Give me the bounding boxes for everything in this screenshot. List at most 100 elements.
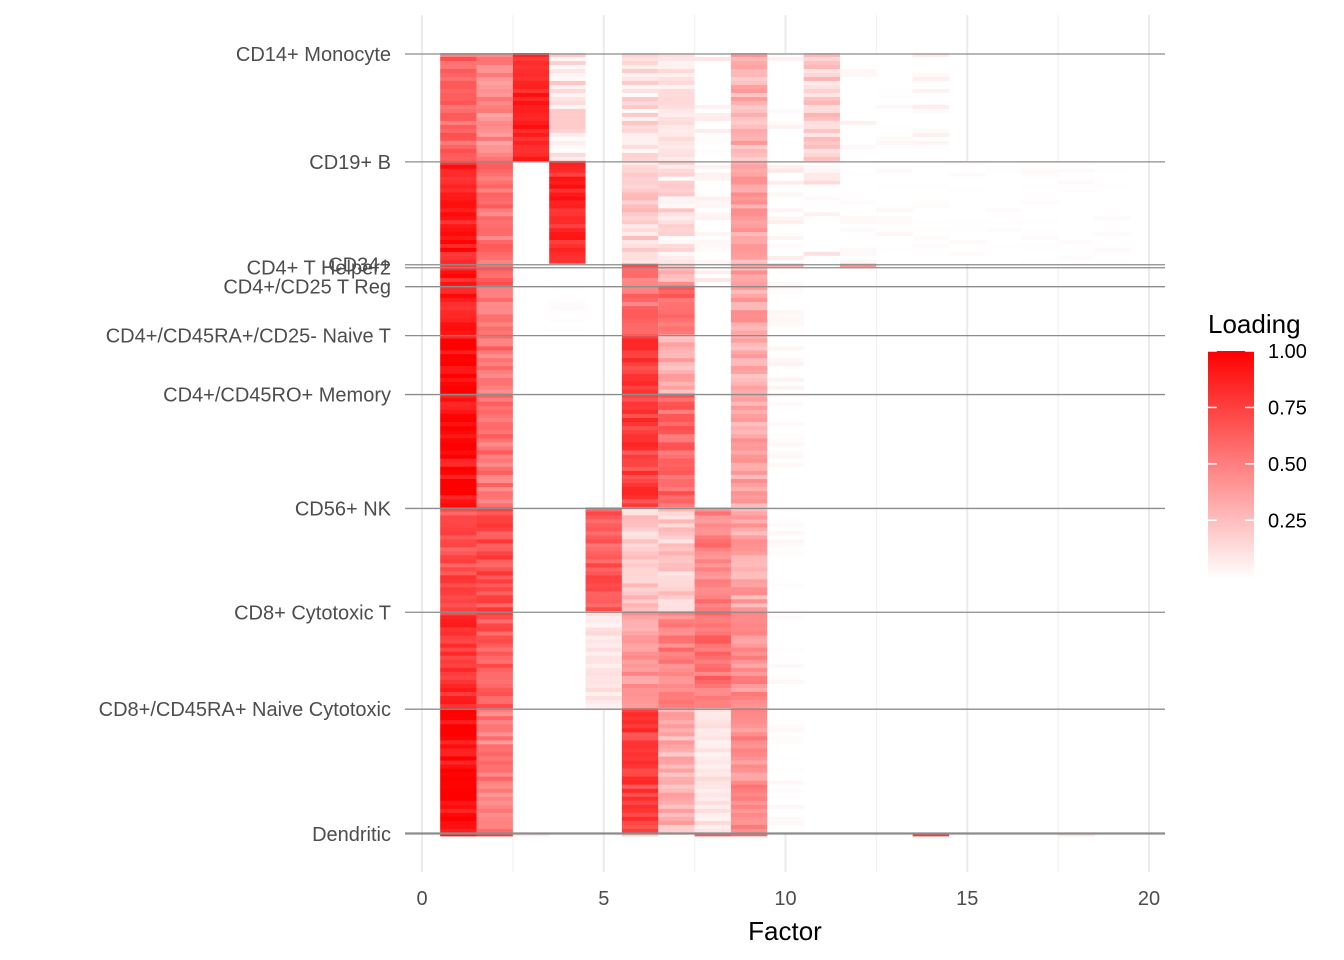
heatmap-tile — [549, 507, 585, 611]
heatmap-tile — [730, 760, 768, 765]
heatmap-tile — [658, 663, 695, 669]
heatmap-tile — [730, 266, 768, 271]
heatmap-tile — [621, 180, 659, 186]
heatmap-tile — [730, 728, 768, 733]
heatmap-tile — [1058, 833, 1095, 837]
heatmap-tile — [440, 144, 477, 150]
heatmap-tile — [476, 236, 513, 241]
heatmap-tile — [658, 289, 695, 295]
heatmap-tile — [658, 128, 695, 134]
heatmap-tile — [440, 255, 477, 261]
heatmap-tile — [767, 495, 804, 500]
heatmap-tile — [912, 108, 950, 114]
heatmap-tile — [694, 53, 731, 58]
heatmap-tile — [1058, 208, 1095, 213]
heatmap-tile — [913, 611, 949, 708]
heatmap-tile — [476, 270, 513, 275]
heatmap-tile — [658, 208, 695, 213]
heatmap-tile — [549, 216, 586, 221]
heatmap-tile — [621, 270, 659, 275]
heatmap-tile — [694, 760, 731, 765]
heatmap-tile — [767, 599, 804, 604]
heatmap-tile — [912, 104, 950, 110]
heatmap-tile — [476, 724, 513, 729]
heatmap-tile — [767, 487, 804, 492]
heatmap-tile — [803, 228, 841, 233]
heatmap-tile — [767, 511, 804, 516]
heatmap-tile — [912, 196, 950, 201]
heatmap-tile — [621, 740, 659, 745]
heatmap-tile — [803, 833, 841, 837]
heatmap-tile — [476, 655, 513, 661]
heatmap-tile — [476, 784, 513, 790]
x-axis-title: Factor — [748, 916, 822, 946]
heatmap-tile — [440, 635, 477, 640]
heatmap-tile — [512, 72, 550, 78]
heatmap-tile — [621, 366, 659, 371]
heatmap-tile — [440, 607, 477, 612]
heatmap-tile — [730, 539, 768, 544]
heatmap-tile — [767, 563, 804, 568]
heatmap-tile — [803, 156, 841, 162]
heatmap-tile — [730, 603, 768, 608]
heatmap-tile — [621, 808, 659, 814]
heatmap-tile — [476, 692, 513, 697]
group-separator-lines — [405, 53, 1165, 835]
heatmap-tile — [512, 136, 550, 142]
heatmap-tile — [440, 438, 477, 443]
heatmap-tile — [440, 397, 477, 403]
heatmap-tile — [803, 251, 841, 257]
heatmap-tile — [440, 639, 477, 644]
heatmap-tile — [476, 92, 513, 98]
heatmap-tile — [476, 224, 513, 229]
heatmap-tile — [621, 788, 659, 794]
heatmap-tile — [730, 434, 768, 439]
heatmap-tile — [876, 152, 913, 158]
heatmap-tile — [621, 259, 659, 265]
heatmap-tile — [621, 503, 659, 508]
heatmap-tile — [694, 748, 731, 753]
heatmap-tile — [440, 615, 477, 620]
heatmap-tile — [730, 172, 768, 178]
heatmap-tile — [1094, 251, 1131, 257]
heatmap-tile — [549, 136, 586, 142]
heatmap-tile — [1022, 708, 1058, 833]
heatmap-tile — [549, 833, 586, 837]
heatmap-tile — [621, 659, 659, 665]
heatmap-tile — [512, 53, 550, 58]
heatmap-tile — [730, 639, 768, 644]
heatmap-tile — [767, 583, 804, 588]
heatmap-tile — [1058, 164, 1095, 170]
heatmap-tile — [658, 679, 695, 685]
heatmap-tile — [730, 692, 768, 697]
heatmap-tile — [912, 124, 950, 130]
heatmap-tile — [730, 318, 768, 323]
heatmap-tile — [585, 575, 622, 580]
heatmap-tile — [549, 243, 586, 249]
heatmap-tile — [1094, 259, 1131, 265]
heatmap-tile — [730, 278, 768, 283]
heatmap-tile — [476, 314, 513, 319]
heatmap-tile — [476, 373, 513, 379]
heatmap-tile — [621, 354, 659, 359]
heatmap-tile — [1058, 160, 1095, 166]
heatmap-tile — [730, 575, 768, 580]
heatmap-tile — [440, 483, 477, 488]
heatmap-tile — [730, 531, 768, 536]
heatmap-tile — [658, 507, 695, 512]
heatmap-tile — [658, 503, 695, 508]
heatmap-tile — [730, 736, 768, 741]
heatmap-tile — [767, 405, 804, 411]
heatmap-tile — [476, 708, 513, 713]
heatmap-tile — [658, 393, 695, 399]
heatmap-tile — [440, 430, 477, 435]
heatmap-tile — [658, 124, 695, 130]
heatmap-tile — [440, 671, 477, 677]
heatmap-tile — [440, 575, 477, 580]
heatmap-tile — [730, 527, 768, 532]
heatmap-tile — [658, 434, 695, 439]
heatmap-tile — [440, 274, 477, 279]
heatmap-tile — [840, 76, 877, 82]
heatmap-tile — [767, 591, 804, 596]
heatmap-tile — [1058, 172, 1095, 178]
